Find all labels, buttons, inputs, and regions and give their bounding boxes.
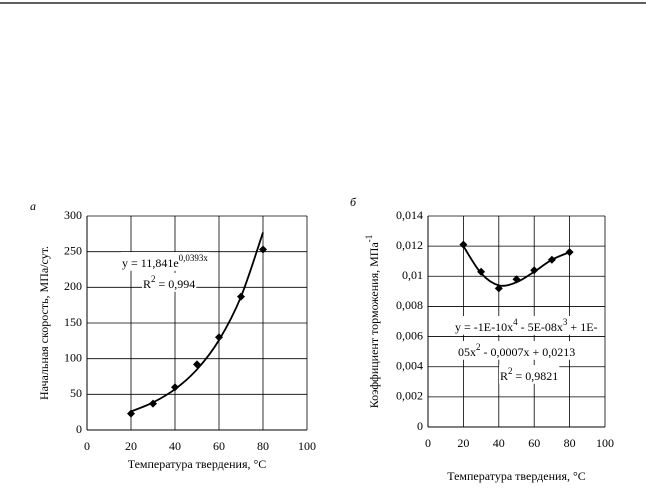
y-tick-label: 0,006 (396, 328, 423, 342)
y-tick-label: 0 (76, 422, 82, 436)
superscript: 3 (563, 317, 568, 327)
x-tick-label: 0 (84, 439, 90, 453)
y-tick-label: 0,002 (396, 389, 423, 403)
x-axis-label: Температура твердения, °C (128, 457, 267, 471)
x-tick-label: 40 (169, 439, 181, 453)
x-tick-label: 60 (213, 439, 225, 453)
x-tick-label: 100 (298, 439, 316, 453)
x-axis-label: Температура твердения, °C (447, 469, 586, 483)
equation-background (142, 273, 197, 292)
trendline-equation: y = 11,841e0,0393x (122, 253, 208, 270)
data-point (193, 360, 201, 369)
data-point (459, 240, 468, 249)
text-part: Коэффициент торможения, МПа (367, 242, 381, 409)
superscript: 0,0393x (179, 253, 209, 263)
data-point (237, 292, 245, 301)
panel-letter: б (350, 195, 357, 209)
y-tick-label: 0,008 (396, 298, 423, 312)
data-point (477, 267, 486, 276)
y-tick-label: 0,012 (396, 238, 423, 252)
data-point (547, 255, 556, 264)
text-part: - 5E-08x (518, 320, 563, 334)
equation-background (457, 341, 577, 360)
data-point (259, 245, 267, 254)
x-tick-label: 0 (425, 436, 431, 450)
y-tick-label: 250 (64, 243, 82, 257)
data-point (494, 284, 503, 293)
trendline-equation: R2 = 0,9821 (500, 366, 558, 383)
trendline-equation: y = -1E-10x4 - 5E-08x3 + 1E- (455, 317, 598, 334)
data-point (565, 248, 574, 257)
superscript: 4 (513, 317, 518, 327)
superscript: 2 (151, 274, 156, 284)
y-tick-label: 150 (64, 315, 82, 329)
y-axis-label: Коэффициент торможения, МПа-1 (364, 235, 381, 409)
data-point (215, 333, 223, 342)
panel-letter: а (30, 199, 36, 213)
superscript: 2 (508, 366, 513, 376)
x-tick-label: 20 (457, 436, 469, 450)
text-part: R (500, 369, 508, 383)
superscript: -1 (364, 235, 374, 243)
x-tick-label: 20 (125, 439, 137, 453)
x-tick-label: 60 (528, 436, 540, 450)
data-point (171, 383, 179, 392)
y-tick-label: 100 (64, 350, 82, 364)
x-tick-label: 80 (257, 439, 269, 453)
x-tick-label: 100 (596, 436, 614, 450)
y-tick-label: 0,01 (402, 268, 423, 282)
y-tick-label: 200 (64, 279, 82, 293)
equation-background (454, 316, 599, 335)
data-point (512, 275, 521, 284)
text-part: = 0,994 (156, 277, 196, 291)
text-part: 05x (458, 345, 476, 359)
equation-background (499, 365, 560, 384)
x-tick-label: 80 (564, 436, 576, 450)
text-part: y = -1E-10x (455, 320, 513, 334)
y-tick-label: 300 (64, 208, 82, 222)
text-part: = 0,9821 (513, 369, 559, 383)
y-tick-label: 0,004 (396, 358, 423, 372)
data-point (149, 399, 157, 408)
data-point (127, 409, 135, 418)
y-tick-label: 0 (417, 419, 423, 433)
y-tick-label: 50 (70, 386, 82, 400)
trendline-equation: R2 = 0,994 (143, 274, 195, 291)
y-axis-label: Начальная скорость, МПа/сут. (37, 246, 51, 400)
text-part: - 0,0007x + 0,0213 (481, 345, 576, 359)
trendline-equation: 05x2 - 0,0007x + 0,0213 (458, 342, 575, 359)
text-part: + 1E- (567, 320, 597, 334)
data-point (530, 266, 539, 275)
text-part: Начальная скорость, МПа/сут. (37, 246, 51, 400)
text-part: y = 11,841e (122, 256, 179, 270)
x-tick-label: 40 (493, 436, 505, 450)
text-part: R (143, 277, 151, 291)
superscript: 2 (476, 342, 481, 352)
equation-background (121, 252, 210, 271)
y-tick-label: 0,014 (396, 208, 423, 222)
